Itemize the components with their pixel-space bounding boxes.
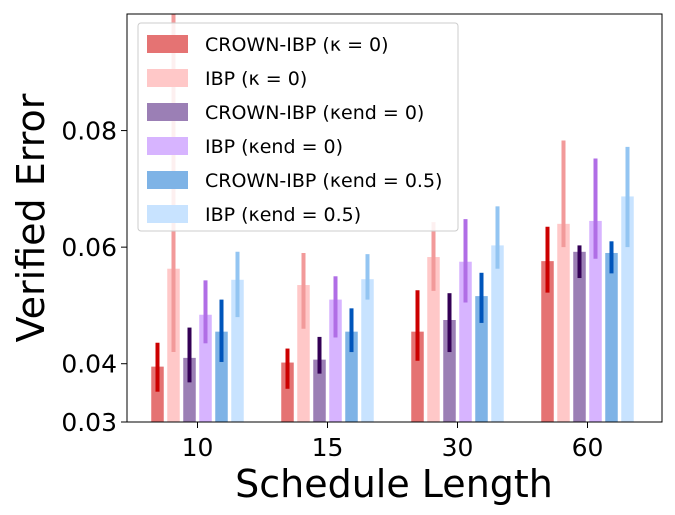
legend-swatch	[147, 205, 188, 223]
bar	[443, 320, 456, 422]
legend-label: IBP (κend = 0.5)	[205, 204, 361, 226]
bar	[621, 196, 634, 422]
legend-swatch	[147, 137, 188, 155]
legend-label: CROWN-IBP (κend = 0.5)	[205, 170, 442, 192]
bar	[281, 362, 294, 422]
legend: CROWN-IBP (κ = 0) IBP (κ = 0) CROWN-IBP (κ…	[137, 22, 459, 232]
bar	[329, 299, 342, 422]
bar	[151, 366, 164, 422]
bar	[297, 285, 310, 422]
legend-label: CROWN-IBP (κ = 0)	[205, 34, 389, 56]
bar	[541, 261, 554, 422]
plot-frame	[126, 13, 663, 423]
bar	[411, 331, 424, 422]
legend-box	[137, 22, 459, 232]
bar	[475, 296, 488, 422]
x-tick-label: 15	[312, 433, 344, 462]
bar	[361, 279, 374, 422]
bar	[345, 331, 358, 422]
legend-label: IBP (κend = 0)	[205, 136, 343, 158]
legend-label: CROWN-IBP (κend = 0)	[205, 102, 424, 124]
y-tick-label: 0.04	[61, 350, 117, 379]
y-tick-label: 0.08	[61, 117, 117, 146]
bar	[313, 359, 326, 422]
bar	[183, 357, 196, 422]
bar	[491, 245, 504, 422]
bar	[199, 314, 212, 422]
x-tick-label: 60	[572, 433, 604, 462]
bar	[427, 257, 440, 422]
y-tick-label: 0.03	[61, 408, 117, 437]
bar	[459, 261, 472, 422]
bar	[231, 279, 244, 422]
legend-swatch	[147, 171, 188, 189]
bar	[605, 252, 618, 422]
y-axis-title: Verified Error	[9, 93, 53, 342]
x-axis-title: Schedule Length	[235, 462, 553, 506]
bar	[557, 223, 570, 422]
x-axis: 10 15 30 60	[182, 422, 604, 462]
legend-swatch	[147, 103, 188, 121]
legend-label: IBP (κ = 0)	[205, 68, 307, 90]
bar	[589, 220, 602, 422]
legend-swatch	[147, 35, 188, 53]
bar	[573, 251, 586, 422]
x-tick-label: 30	[442, 433, 474, 462]
y-axis: 0.03 0.04 0.06 0.08	[61, 117, 127, 437]
bars-layer	[151, 14, 634, 422]
bar	[215, 331, 228, 422]
x-tick-label: 10	[182, 433, 214, 462]
y-tick-label: 0.06	[61, 233, 117, 262]
legend-swatch	[147, 69, 188, 87]
